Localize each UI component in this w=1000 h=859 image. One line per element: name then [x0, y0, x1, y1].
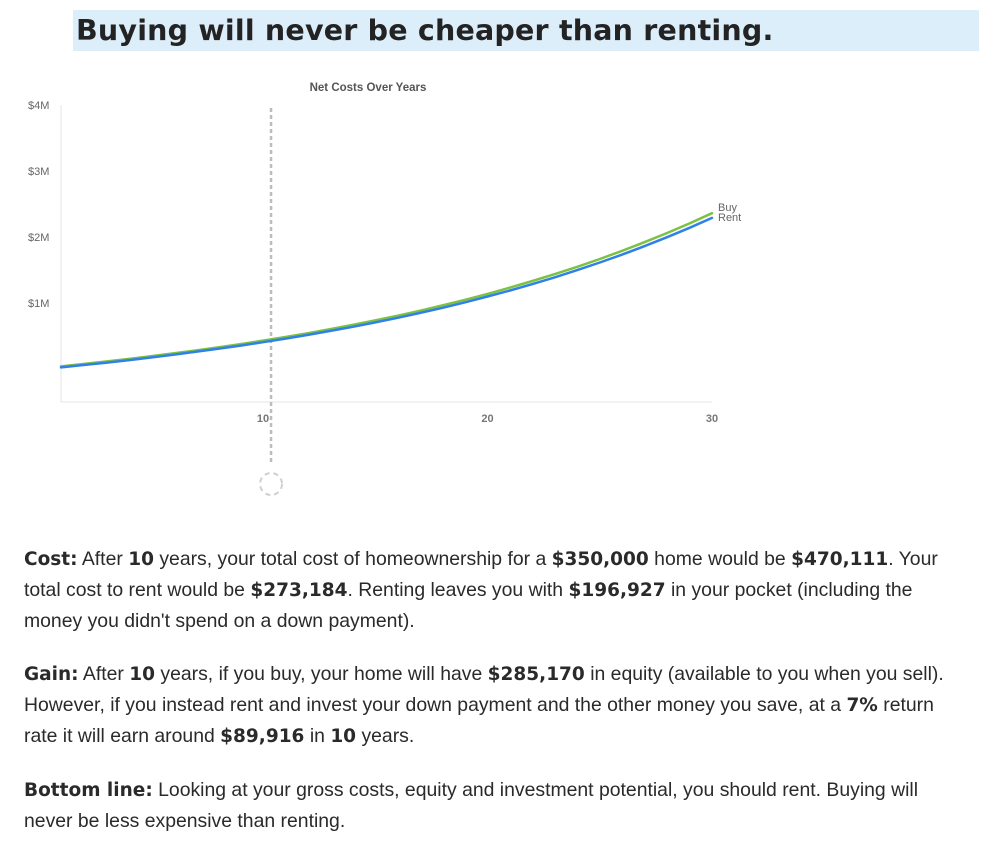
gain-paragraph: Gain: After 10 years, if you buy, your h…: [24, 659, 964, 752]
cost-text-5: . Renting leaves you with: [347, 579, 569, 601]
gain-text-3: in equity (available to you when you sel…: [24, 663, 944, 716]
cost-paragraph: Cost: After 10 years, your total cost of…: [24, 544, 964, 636]
gain-label: Gain:: [24, 664, 79, 685]
equity-value: $285,170: [487, 664, 585, 685]
y-tick-label: $3M: [28, 166, 49, 178]
y-axis-ticks: $1M $2M $3M $4M: [28, 100, 49, 310]
earnings-value: $89,916: [220, 726, 305, 747]
x-tick-label: 30: [706, 413, 718, 425]
home-price-value: $350,000: [551, 549, 649, 570]
cost-text-4: . Your total cost to rent would be: [24, 548, 938, 601]
chart-title: Net Costs Over Years: [310, 82, 427, 94]
own-cost-value: $470,111: [791, 549, 889, 570]
cost-text-3: home would be: [648, 548, 792, 570]
gain-text-4: return rate it will earn around: [24, 694, 934, 747]
gain-text-1: After: [78, 663, 130, 685]
y-tick-label: $4M: [28, 100, 49, 112]
page-title: Buying will never be cheaper than rentin…: [76, 14, 774, 47]
net-costs-chart[interactable]: Net Costs Over Years $1M $2M $3M $4M 10 20 30…: [0, 60, 1000, 510]
series-line-rent: [59, 216, 714, 369]
year-marker[interactable]: [259, 108, 284, 496]
gain-text-5: in: [304, 725, 331, 747]
headline-banner: Buying will never be cheaper than rentin…: [73, 10, 979, 51]
gain-text-6: years.: [356, 725, 415, 747]
chart-series: [59, 211, 714, 369]
gain-years: 10: [129, 664, 155, 685]
year-marker-handle[interactable]: [259, 472, 284, 496]
return-rate-value: 7%: [846, 695, 878, 716]
rent-cost-value: $273,184: [250, 580, 348, 601]
bottom-line-text: Looking at your gross costs, equity and …: [24, 779, 919, 832]
bottom-line-label: Bottom line:: [24, 780, 153, 801]
x-tick-label: 20: [481, 413, 493, 425]
series-line-buy: [59, 211, 714, 368]
x-axis-ticks: 10 20 30: [257, 413, 718, 425]
gain-years-2: 10: [330, 726, 357, 747]
cost-text-2: years, your total cost of homeownership …: [153, 548, 552, 570]
bottom-line-paragraph: Bottom line: Looking at your gross costs…: [24, 775, 964, 836]
pocket-value: $196,927: [568, 580, 666, 601]
series-label-rent: Rent: [718, 212, 741, 224]
y-tick-label: $2M: [28, 232, 49, 244]
series-label-buy: Buy: [718, 202, 737, 214]
cost-years: 10: [128, 549, 154, 570]
summary-text: Cost: After 10 years, your total cost of…: [24, 544, 964, 859]
cost-text-1: After: [77, 548, 129, 570]
y-tick-label: $1M: [28, 298, 49, 310]
cost-text-6: in your pocket (including the money you …: [24, 579, 913, 632]
x-tick-label: 10: [257, 413, 269, 425]
gain-text-2: years, if you buy, your home will have: [155, 663, 488, 685]
cost-label: Cost:: [24, 549, 78, 570]
